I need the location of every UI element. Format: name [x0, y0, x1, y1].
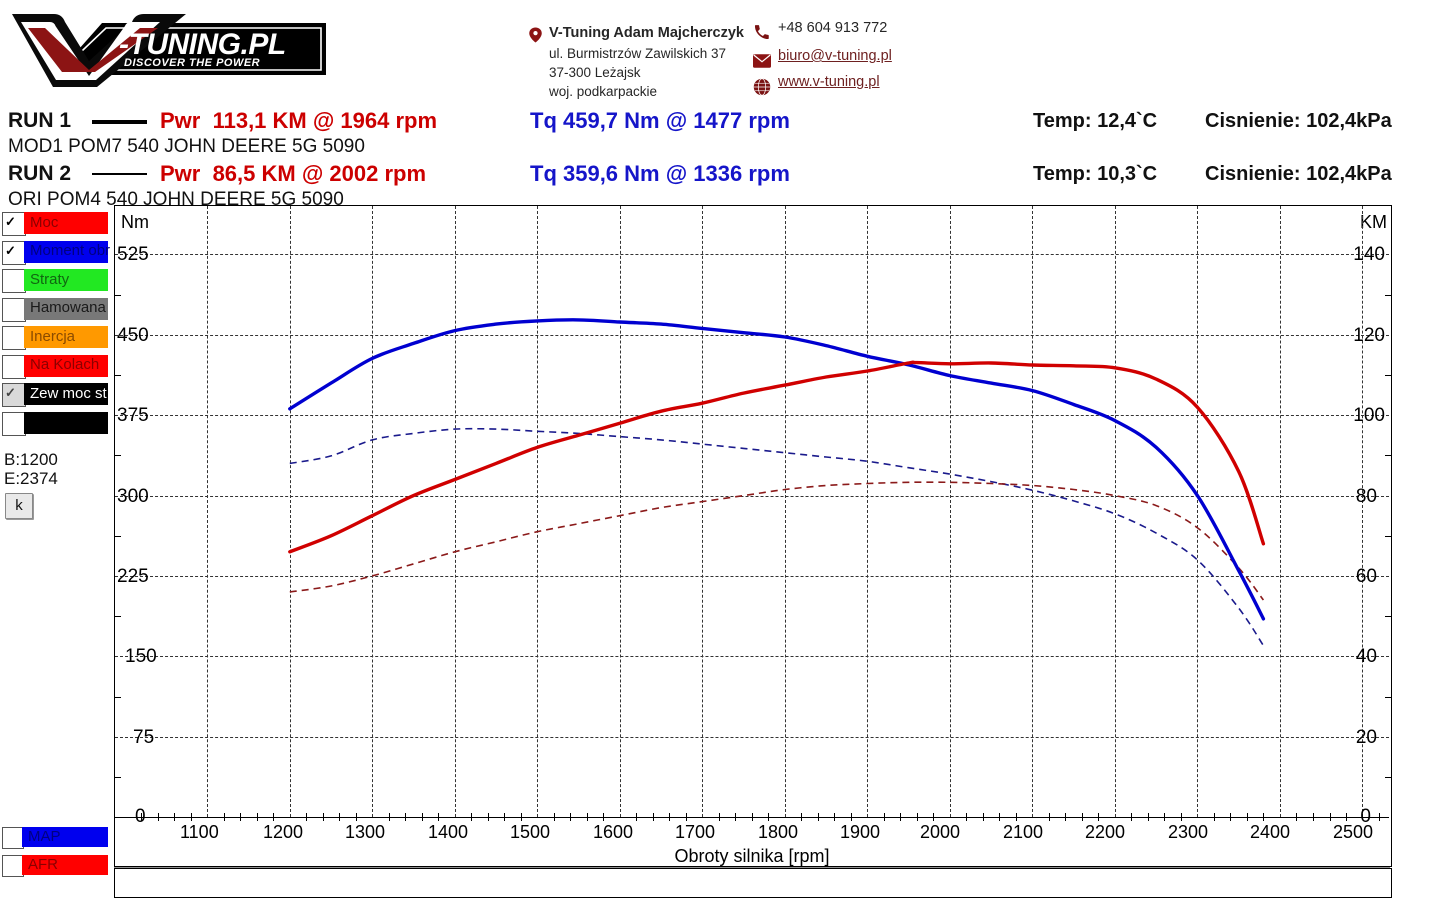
svg-text:DISCOVER THE POWER: DISCOVER THE POWER: [124, 57, 260, 69]
